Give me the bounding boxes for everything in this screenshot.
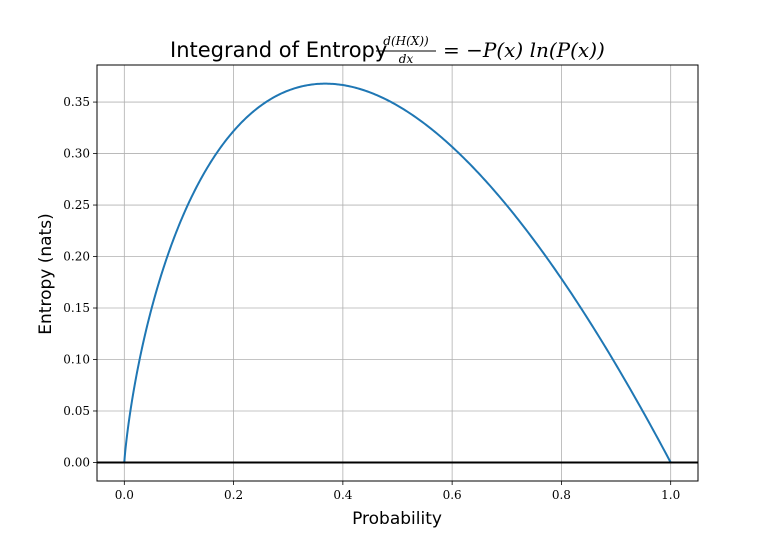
y-tick-label: 0.15 <box>63 301 90 315</box>
y-tick-label: 0.00 <box>63 455 90 469</box>
y-tick-label: 0.30 <box>63 147 90 161</box>
y-tick-label: 0.10 <box>63 352 90 366</box>
y-axis-ticks: 0.00 0.05 0.10 0.15 0.20 0.25 0.30 0.35 <box>63 95 97 469</box>
title-formula-denominator: dx <box>399 52 414 66</box>
x-axis-label: Probability <box>352 509 442 529</box>
x-axis-ticks: 0.0 0.2 0.4 0.6 0.8 1.0 <box>115 481 680 502</box>
title-formula-rhs: = −P(x) ln(P(x)) <box>443 38 605 62</box>
x-tick-label: 0.0 <box>115 488 134 502</box>
axes-frame <box>96 64 699 482</box>
x-tick-label: 0.6 <box>443 488 462 502</box>
y-axis-label: Entropy (nats) <box>36 213 56 334</box>
x-tick-label: 0.4 <box>333 488 352 502</box>
y-tick-label: 0.35 <box>63 95 90 109</box>
plot-area <box>97 65 698 481</box>
chart-title: Integrand of Entropy d(H(X)) dx = −P(x) … <box>170 34 605 66</box>
y-tick-label: 0.25 <box>63 198 90 212</box>
series-layer <box>123 82 672 463</box>
y-tick-label: 0.05 <box>63 404 90 418</box>
y-tick-label: 0.20 <box>63 250 90 264</box>
title-formula-numerator: d(H(X)) <box>383 34 429 48</box>
entropy-series-line <box>123 82 672 463</box>
x-tick-label: 1.0 <box>661 488 680 502</box>
x-tick-label: 0.2 <box>224 488 243 502</box>
title-prefix: Integrand of Entropy <box>170 38 387 62</box>
x-tick-label: 0.8 <box>552 488 571 502</box>
